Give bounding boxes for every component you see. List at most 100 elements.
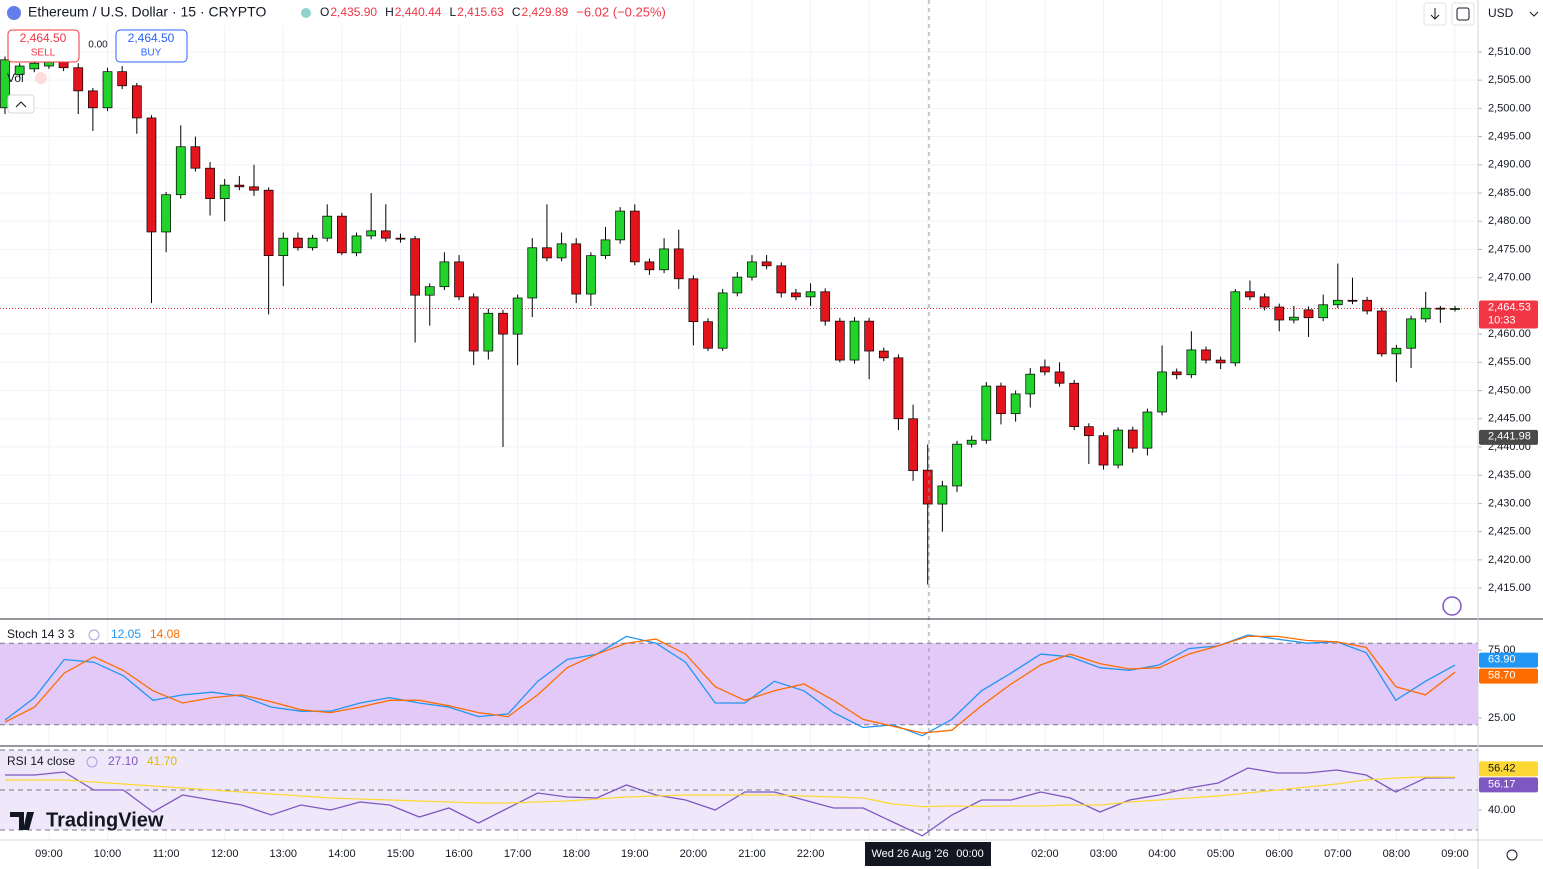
candle-body (703, 321, 713, 349)
candle-body (380, 230, 391, 239)
y-tick-label: 2,500.00 (1488, 102, 1531, 114)
candle-body (337, 215, 347, 254)
x-tick-label: 07:00 (1324, 848, 1352, 860)
candle-body (571, 243, 582, 295)
candle-body (1450, 308, 1460, 310)
candle-body (1245, 291, 1255, 298)
candle-body (1347, 299, 1358, 302)
buy-price: 2,464.50 (128, 31, 175, 45)
candle-body (659, 248, 669, 271)
fullscreen-icon (1456, 7, 1470, 21)
y-tick-label: 2,480.00 (1488, 215, 1531, 227)
candle-body (1098, 435, 1109, 466)
candle-body (263, 189, 274, 257)
warning-icon (35, 72, 47, 84)
y-tick-label: 2,495.00 (1488, 130, 1531, 142)
crosshair-date: Wed 26 Aug '26 (871, 848, 948, 860)
candle-body (1083, 426, 1094, 437)
candle-body (556, 243, 567, 259)
buy-label: BUY (141, 48, 162, 59)
fullscreen-button[interactable] (1451, 2, 1475, 26)
y-tick-label: 2,450.00 (1488, 384, 1531, 396)
header-bg (0, 0, 690, 26)
y-tick-label: 2,470.00 (1488, 272, 1531, 284)
candle-body (512, 297, 523, 335)
candle-body (1069, 382, 1080, 428)
candle-body (981, 385, 992, 441)
price-badge-label: 63.90 (1488, 654, 1516, 666)
settings-button[interactable] (1506, 849, 1518, 861)
y-tick-label: 2,420.00 (1488, 554, 1531, 566)
candle-body (483, 312, 494, 352)
indicator-icon (86, 756, 98, 768)
candle-body (1171, 371, 1182, 376)
y-tick-label: 2,505.00 (1488, 74, 1531, 86)
candle-body (1420, 307, 1431, 320)
candle-body (102, 71, 113, 109)
candle-body (1318, 304, 1329, 319)
x-tick-label: 05:00 (1207, 848, 1235, 860)
candle-body (322, 215, 333, 239)
buy-button[interactable] (115, 29, 188, 63)
y-tick-label: 2,460.00 (1488, 328, 1531, 340)
candle-body (673, 248, 684, 280)
y-tick-label: 2,490.00 (1488, 159, 1531, 171)
candle-body (1113, 429, 1123, 466)
candle-body (439, 261, 450, 288)
x-tick-label: 20:00 (680, 848, 708, 860)
x-tick-label: 02:00 (1031, 848, 1059, 860)
candle-body (1376, 310, 1387, 355)
candle-body (1406, 318, 1416, 349)
x-tick-label: 19:00 (621, 848, 649, 860)
candle-body (527, 247, 538, 299)
candle-body (293, 237, 303, 249)
candle-body (278, 237, 289, 257)
indicator-line (4, 634, 1456, 737)
candle-body (761, 261, 772, 267)
symbol-icon (7, 6, 21, 20)
symbol-title[interactable]: Ethereum / U.S. Dollar · 15 · CRYPTO (28, 4, 266, 20)
x-tick-label: 17:00 (504, 848, 532, 860)
x-tick-label: 08:00 (1383, 848, 1411, 860)
y-tick-label: 2,475.00 (1488, 243, 1531, 255)
lightning-button[interactable] (1442, 596, 1462, 616)
y-tick-label: 2,485.00 (1488, 187, 1531, 199)
candle-body (878, 350, 889, 359)
indicator-line (5, 776, 1456, 808)
x-tick-label: 16:00 (445, 848, 473, 860)
x-tick-label: 14:00 (328, 848, 356, 860)
price-badge-label: 58.70 (1488, 670, 1516, 682)
candle-body (14, 65, 25, 75)
x-tick-label: 09:00 (1441, 848, 1469, 860)
ohlc-value: 2,440.44 (395, 5, 442, 19)
sell-button[interactable] (7, 29, 80, 63)
x-tick-label: 09:00 (35, 848, 63, 860)
candle-body (1230, 291, 1241, 364)
candle-body (864, 320, 874, 352)
candle-body (1157, 371, 1167, 413)
indicator-title: Stoch 14 3 3 (7, 627, 75, 641)
x-tick-label: 13:00 (270, 848, 298, 860)
price-badge-label: 10:33 (1488, 314, 1516, 326)
currency[interactable]: USD (1488, 6, 1514, 20)
indicator-title: RSI 14 close (7, 754, 75, 768)
candle-body (307, 237, 318, 249)
candle-body (88, 90, 98, 109)
candle-body (424, 286, 435, 296)
level-band (0, 643, 1478, 725)
candle-body (1025, 373, 1036, 395)
market-status (301, 8, 311, 18)
indicator-icon (88, 629, 100, 641)
change: −6.02 (−0.25%) (576, 4, 666, 19)
candle-body (1040, 366, 1050, 373)
candle-body (644, 261, 655, 271)
x-tick-label: 15:00 (387, 848, 415, 860)
collapse-button[interactable] (7, 94, 35, 114)
candle-body (190, 146, 201, 169)
candle-body (366, 230, 377, 237)
x-tick-label: 04:00 (1148, 848, 1176, 860)
candle-body (161, 194, 171, 233)
price-badge-label: 2,464.53 (1488, 301, 1531, 313)
candle-body (1215, 359, 1226, 364)
